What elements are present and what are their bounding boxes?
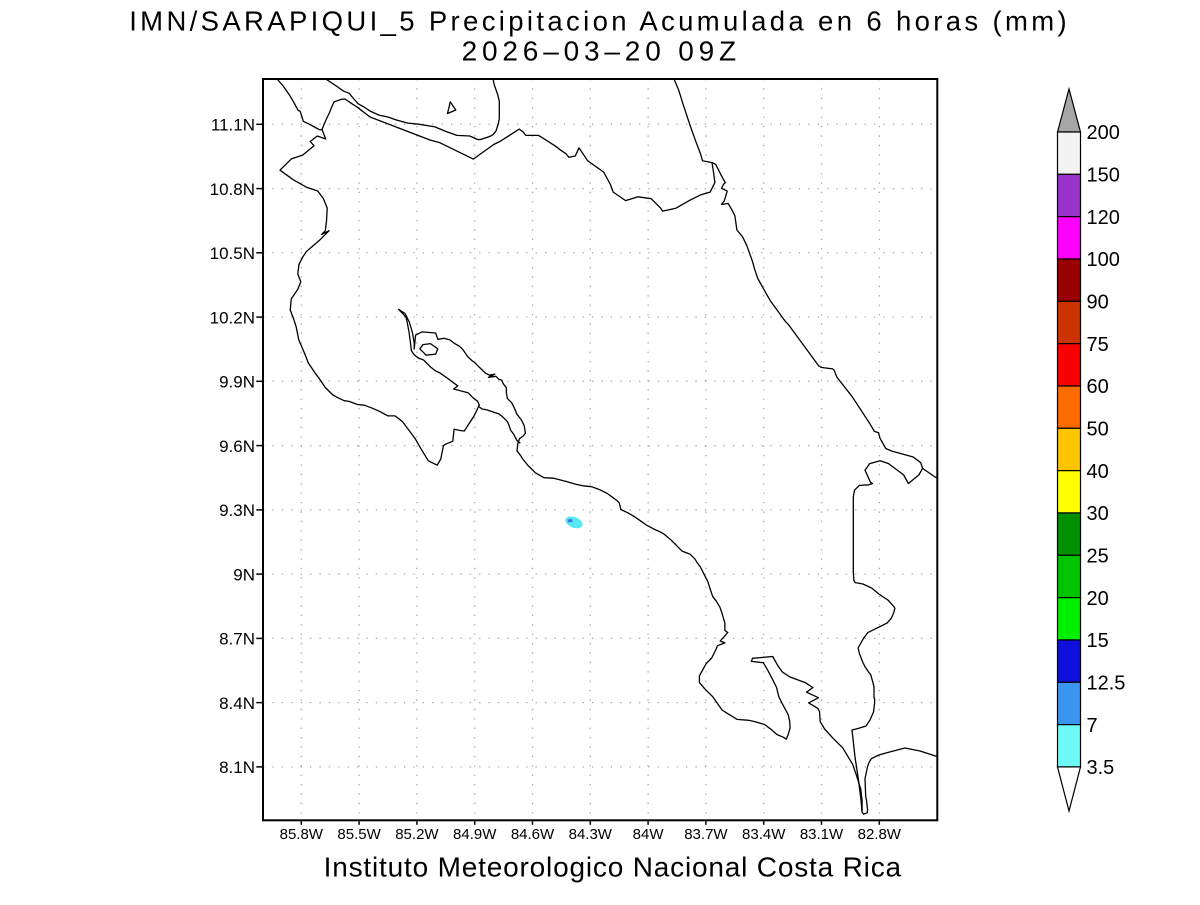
svg-text:90: 90	[1087, 292, 1109, 314]
svg-text:150: 150	[1087, 165, 1120, 187]
svg-text:10.8N: 10.8N	[210, 180, 255, 199]
svg-text:25: 25	[1087, 546, 1109, 568]
svg-text:15: 15	[1087, 630, 1109, 652]
svg-text:83.7W: 83.7W	[684, 826, 728, 843]
svg-text:85.2W: 85.2W	[395, 826, 439, 843]
svg-text:10.2N: 10.2N	[210, 308, 255, 327]
svg-text:11.1N: 11.1N	[211, 116, 255, 135]
svg-text:2026–03–20 09Z: 2026–03–20 09Z	[462, 36, 736, 67]
svg-text:60: 60	[1087, 376, 1109, 398]
svg-text:85.5W: 85.5W	[337, 826, 381, 843]
svg-text:10.5N: 10.5N	[210, 244, 255, 263]
svg-text:12.5: 12.5	[1087, 672, 1126, 694]
svg-text:IMN/SARAPIQUI_5 Precipitacion: IMN/SARAPIQUI_5 Precipitacion Acumulada …	[129, 6, 1066, 37]
svg-text:9N: 9N	[233, 565, 255, 584]
svg-text:75: 75	[1087, 334, 1109, 356]
svg-text:83.1W: 83.1W	[800, 826, 844, 843]
svg-text:120: 120	[1087, 207, 1120, 229]
svg-text:8.7N: 8.7N	[219, 630, 255, 649]
svg-text:20: 20	[1087, 588, 1109, 610]
svg-text:8.4N: 8.4N	[219, 694, 255, 713]
svg-text:84.9W: 84.9W	[453, 826, 497, 843]
svg-text:40: 40	[1087, 461, 1109, 483]
svg-text:84.6W: 84.6W	[511, 826, 555, 843]
svg-text:7: 7	[1087, 715, 1098, 737]
svg-text:200: 200	[1087, 122, 1120, 144]
svg-text:84W: 84W	[633, 826, 665, 843]
svg-text:8.1N: 8.1N	[219, 758, 255, 777]
svg-text:50: 50	[1087, 419, 1109, 441]
svg-text:9.6N: 9.6N	[219, 437, 255, 456]
svg-text:Instituto Meteorologico Nacion: Instituto Meteorologico Nacional Costa R…	[324, 852, 902, 883]
svg-text:9.9N: 9.9N	[219, 373, 255, 392]
svg-text:84.3W: 84.3W	[569, 826, 613, 843]
svg-text:85.8W: 85.8W	[280, 826, 324, 843]
svg-text:30: 30	[1087, 503, 1109, 525]
svg-text:9.3N: 9.3N	[219, 501, 255, 520]
svg-text:83.4W: 83.4W	[742, 826, 786, 843]
svg-text:82.8W: 82.8W	[858, 826, 902, 843]
svg-text:3.5: 3.5	[1087, 757, 1115, 779]
svg-text:100: 100	[1087, 249, 1120, 271]
